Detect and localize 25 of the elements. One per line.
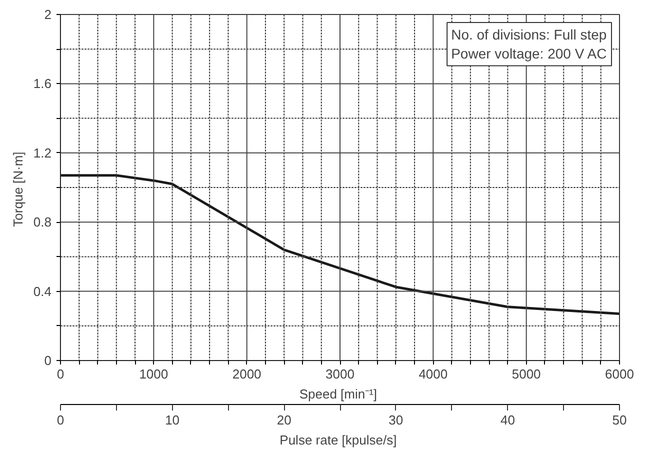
y-axis-title: Torque [N·m] [10,152,26,227]
y-tick-label: 1.6 [33,76,52,92]
x2-tick-label: 30 [388,412,404,428]
x-tick-label: 4000 [418,366,448,382]
x-tick-label: 0 [56,366,64,382]
x2-axis-title: Pulse rate [kpulse/s] [280,432,397,448]
x-tick-label: 5000 [512,366,541,382]
annotation: Power voltage: 200 V AC [451,46,607,62]
y-tick-label: 0.4 [33,284,52,299]
x-tick-label: 6000 [605,366,634,382]
x-tick-label: 3000 [326,366,354,382]
line-series [60,174,620,316]
x2-tick-label: 10 [165,412,180,428]
y-tick-label: 0 [44,353,52,368]
x2-tick-label: 40 [500,412,515,428]
x2-tick-label: 20 [276,412,292,428]
y-tick-label: 1.2 [33,145,52,160]
y-tick-label: 0.8 [33,214,52,230]
annotation: No. of divisions: Full step [451,26,607,42]
x-tick-label: 1000 [139,366,168,382]
x2-tick-label: 50 [612,412,627,428]
x-tick-label: 2000 [232,366,262,382]
x2-tick-label: 0 [56,412,64,428]
x-axis-title: Speed [min⁻¹] [299,386,378,402]
y-tick-label: 2 [44,7,52,22]
